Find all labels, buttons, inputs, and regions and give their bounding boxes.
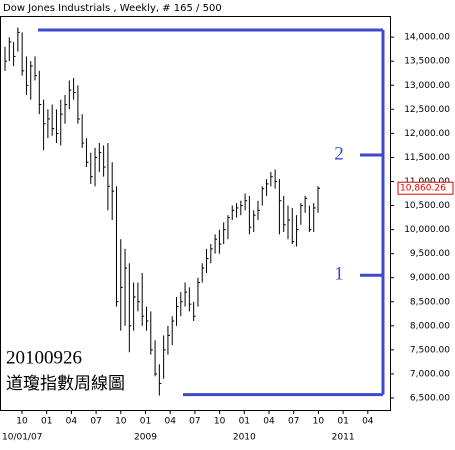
chart-title: Dow Jones Industrials , Weekly, # 165 / … bbox=[3, 3, 222, 14]
y-tick-label: 7,500.00 bbox=[410, 345, 450, 355]
y-tick-label: 9,500.00 bbox=[410, 249, 450, 259]
x-tick-label: 10 bbox=[16, 417, 28, 427]
level-label: 2 bbox=[334, 143, 344, 164]
x-tick-label: 10 bbox=[115, 417, 127, 427]
y-tick-label: 12,500.00 bbox=[404, 105, 450, 115]
x-tick-label: 07 bbox=[288, 417, 299, 427]
annotation-date: 20100926 bbox=[6, 347, 82, 368]
year-label: 2009 bbox=[134, 433, 157, 443]
y-tick-label: 10,000.00 bbox=[404, 225, 450, 235]
last-value-label: 10,860.26 bbox=[400, 184, 446, 194]
y-tick-label: 8,000.00 bbox=[410, 321, 450, 331]
y-tick-label: 11,500.00 bbox=[404, 153, 450, 163]
y-tick-label: 10,500.00 bbox=[404, 201, 450, 211]
x-tick-label: 01 bbox=[337, 417, 348, 427]
y-tick-label: 13,500.00 bbox=[404, 57, 450, 67]
y-tick-label: 7,000.00 bbox=[410, 369, 450, 379]
y-tick-label: 14,000.00 bbox=[404, 33, 450, 43]
y-tick-label: 13,000.00 bbox=[404, 81, 450, 91]
x-tick-label: 01 bbox=[140, 417, 151, 427]
y-tick-label: 12,000.00 bbox=[404, 129, 450, 139]
y-tick-label: 9,000.00 bbox=[410, 273, 450, 283]
x-tick-label: 07 bbox=[189, 417, 200, 427]
x-tick-label: 04 bbox=[362, 417, 374, 427]
x-tick-label: 01 bbox=[239, 417, 250, 427]
level-label: 1 bbox=[334, 264, 344, 285]
annotation-caption: 道瓊指數周線圖 bbox=[6, 374, 125, 394]
x-tick-label: 07 bbox=[90, 417, 101, 427]
x-tick-label: 04 bbox=[66, 417, 78, 427]
x-tick-label: 04 bbox=[263, 417, 275, 427]
x-tick-label: 10 bbox=[313, 417, 325, 427]
last-value-box bbox=[397, 181, 454, 195]
year-label: 2010 bbox=[233, 433, 256, 443]
plot-frame bbox=[0, 16, 391, 411]
x-tick-label: 04 bbox=[164, 417, 176, 427]
x-tick-label: 01 bbox=[41, 417, 52, 427]
y-tick-label: 8,500.00 bbox=[410, 297, 450, 307]
y-tick-label: 6,500.00 bbox=[410, 393, 450, 403]
start-date: 10/01/07 bbox=[2, 433, 42, 443]
x-tick-label: 10 bbox=[214, 417, 226, 427]
year-label: 2011 bbox=[332, 433, 355, 443]
